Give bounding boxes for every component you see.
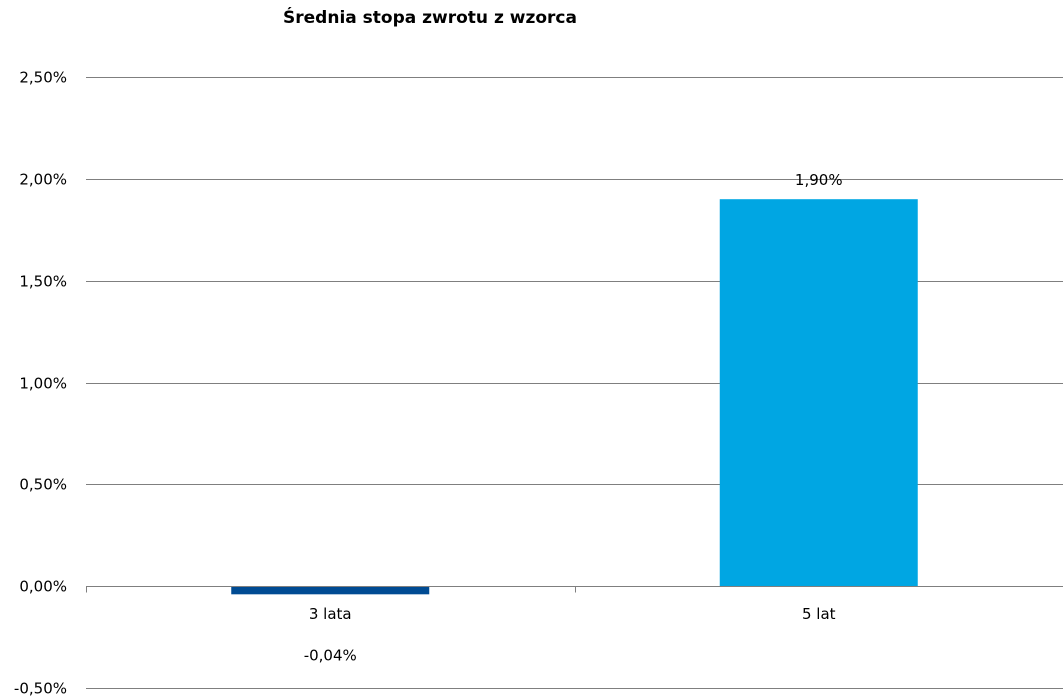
chart-title: Średnia stopa zwrotu z wzorca — [283, 8, 577, 28]
data-labels: -0,04% 1,90% — [304, 171, 843, 664]
y-tick-label: 1,50% — [19, 273, 67, 291]
x-axis — [86, 586, 1063, 593]
data-label: 1,90% — [795, 171, 843, 189]
x-axis-category-labels: 3 lata 5 lat — [309, 605, 836, 623]
y-axis-tick-labels: 2,50% 2,00% 1,50% 1,00% 0,50% 0,00% -0,50% — [14, 69, 67, 698]
x-category-label: 5 lat — [802, 605, 836, 623]
bar-1 — [231, 586, 430, 595]
y-tick-label: 2,50% — [19, 69, 67, 87]
data-label: -0,04% — [304, 646, 357, 664]
bars — [231, 199, 918, 595]
y-tick-label: 0,00% — [19, 578, 67, 596]
y-tick-label: -0,50% — [14, 680, 67, 698]
x-category-label: 3 lata — [309, 605, 352, 623]
y-tick-label: 0,50% — [19, 476, 67, 494]
y-tick-label: 2,00% — [19, 171, 67, 189]
y-tick-label: 1,00% — [19, 375, 67, 393]
bar-2 — [719, 199, 918, 587]
